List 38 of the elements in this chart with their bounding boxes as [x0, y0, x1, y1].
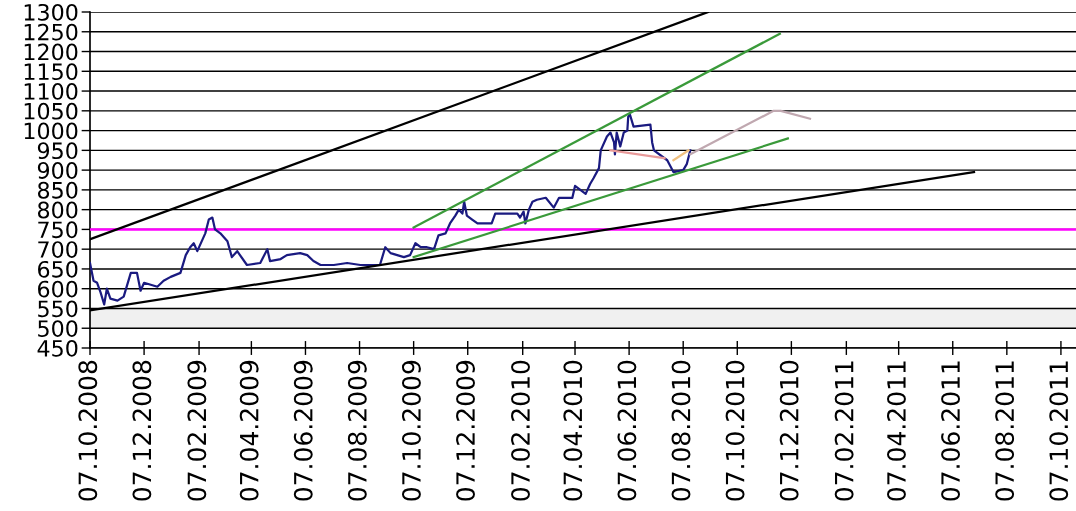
x-tick-label: 07.02.2009 [187, 360, 207, 501]
y-tick-label: 1100 [24, 83, 78, 100]
line-series [90, 113, 692, 306]
x-tick-label: 07.12.2009 [456, 360, 475, 501]
x-tick-label: 07.02.2010 [511, 360, 530, 501]
y-tick-label: 1000 [24, 122, 78, 140]
x-tick-label: 07.08.2010 [671, 360, 691, 501]
x-tick-label: 07.12.2010 [779, 360, 799, 501]
y-tick-label: 550 [38, 300, 78, 318]
y-tick-label: 700 [38, 241, 78, 258]
x-tick-label: 07.02.2011 [834, 361, 854, 501]
y-tick-label: 600 [38, 280, 78, 298]
y-tick-label: 800 [37, 201, 78, 219]
y-tick-label: 500 [38, 320, 78, 337]
y-tick-label: 1200 [24, 43, 78, 61]
y-tick-label: 1150 [24, 63, 78, 81]
y-tick-label: 750 [38, 221, 78, 239]
x-tick-label: 07.08.2009 [347, 360, 367, 501]
x-tick-label: 07.06.2011 [941, 361, 960, 501]
x-tick-label: 07.10.2008 [78, 360, 98, 501]
x-tick-label: 07.08.2011 [995, 361, 1015, 501]
x-tick-label: 07.10.2009 [401, 360, 421, 501]
y-tick-label: 950 [37, 142, 78, 160]
x-tick-label: 07.04.2010 [563, 360, 583, 501]
y-tick-label: 850 [37, 181, 78, 199]
x-tick-label: 07.04.2009 [239, 360, 259, 501]
x-tick-label: 07.12.2008 [132, 360, 152, 501]
x-tick-label: 07.06.2009 [293, 360, 313, 501]
x-tick-label: 07.06.2010 [617, 360, 637, 501]
y-tick-label: 1300 [24, 3, 78, 21]
x-tick-label: 07.10.2010 [725, 360, 745, 501]
y-tick-label: 450 [37, 339, 78, 357]
x-tick-label: 07.04.2011 [887, 361, 906, 501]
y-tick-label: 650 [38, 260, 78, 278]
y-tick-label: 1050 [24, 102, 78, 120]
y-tick-label: 1250 [24, 23, 78, 41]
x-tick-label: 07.10.2011 [1049, 361, 1069, 501]
y-tick-label: 900 [37, 162, 78, 179]
